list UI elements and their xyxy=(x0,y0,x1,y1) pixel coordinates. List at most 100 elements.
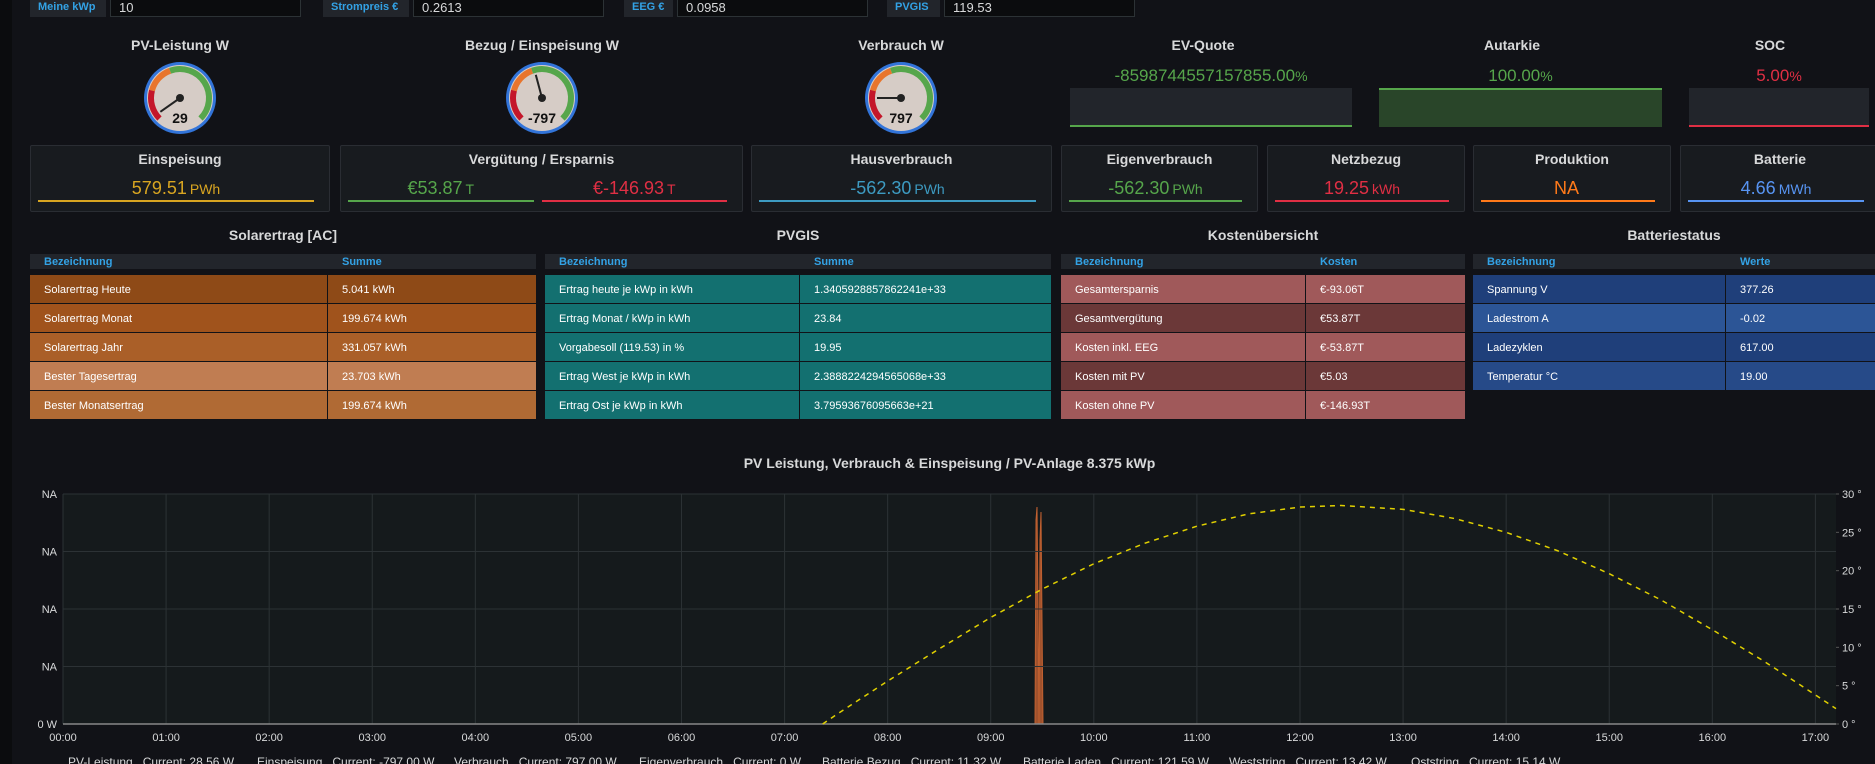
pv-spike xyxy=(1034,506,1044,725)
legend-item: Oststring Current: 15.14 W xyxy=(1411,755,1561,764)
legend-item: Batterie Laden Current: 121.59 W xyxy=(1023,755,1210,764)
table-cell: €53.87T xyxy=(1306,304,1465,332)
variable-label: EEG € xyxy=(624,0,673,17)
value: 5.00 xyxy=(1756,66,1790,85)
gauge: 29 xyxy=(144,62,216,134)
gauge-value: -797 xyxy=(528,110,556,126)
x-tick-label: 17:00 xyxy=(1802,732,1830,744)
y2-tick-label: 5 ° xyxy=(1842,681,1856,693)
value: NA xyxy=(1553,178,1579,198)
variable-input: 119.53 xyxy=(944,0,1135,17)
table-cell: 23.703 kWh xyxy=(328,362,536,390)
gauge: 797 xyxy=(865,62,937,134)
table-cell: -0.02 xyxy=(1726,304,1875,332)
table-cell: Ladestrom A xyxy=(1473,304,1725,332)
legend-item: Batterie Bezug Current: 11.32 W xyxy=(822,755,1002,764)
table-cell: 331.057 kWh xyxy=(328,333,536,361)
column-header: Bezeichnung xyxy=(559,256,628,268)
stat-title: Einspeisung xyxy=(138,151,222,167)
table-cell: Bester Monatsertrag xyxy=(30,391,327,419)
y2-tick-label: 30 ° xyxy=(1842,489,1862,501)
legend-name: Einspeisung xyxy=(257,755,322,764)
legend-current: Current: 28.56 W xyxy=(143,755,235,764)
gauge-hub xyxy=(538,94,546,102)
legend-item: Verbrauch Current: 797.00 W xyxy=(454,755,617,764)
table-cell: Kosten ohne PV xyxy=(1061,391,1305,419)
stat-title: Vergütung / Ersparnis xyxy=(468,151,615,167)
gauge-value: 797 xyxy=(889,110,913,126)
bargauge-bar xyxy=(1070,88,1352,127)
table-cell: €-146.93T xyxy=(1306,391,1465,419)
column-header: Werte xyxy=(1740,256,1771,268)
x-tick-label: 09:00 xyxy=(977,732,1005,744)
unit: % xyxy=(1789,68,1802,84)
y-tick-label: NA xyxy=(42,547,58,559)
x-tick-label: 05:00 xyxy=(565,732,593,744)
legend-item: Weststring Current: 13.42 W xyxy=(1229,755,1388,764)
column-header: Bezeichnung xyxy=(1075,256,1144,268)
unit: PWh xyxy=(914,181,945,197)
stat-line xyxy=(541,200,727,202)
stat-value: NA xyxy=(1481,178,1655,200)
gauge-arc xyxy=(511,67,534,92)
legend-name: PV-Leistung xyxy=(68,755,133,764)
legend-name: Verbrauch xyxy=(454,755,509,764)
table-cell: 199.674 kWh xyxy=(328,391,536,419)
bargauge-bar xyxy=(1379,88,1662,127)
value: €-146.93 xyxy=(592,178,664,198)
table-cell: 377.26 xyxy=(1726,275,1875,303)
stat-title: Produktion xyxy=(1535,151,1609,167)
variable-label: Strompreis € xyxy=(323,0,409,17)
x-tick-label: 11:00 xyxy=(1184,732,1211,744)
stat-value: 19.25 kWh xyxy=(1275,178,1449,200)
stat-line xyxy=(1688,200,1864,202)
column-header: Bezeichnung xyxy=(1487,256,1556,268)
table-cell: Gesamtersparnis xyxy=(1061,275,1305,303)
value: 579.51 xyxy=(131,178,187,198)
unit: T xyxy=(465,181,475,197)
legend-current: Current: 0 W xyxy=(733,755,802,764)
table-cell: Ladezyklen xyxy=(1473,333,1725,361)
y2-tick-label: 15 ° xyxy=(1842,604,1862,616)
gauge-arc xyxy=(149,67,172,92)
table-cell: Ertrag heute je kWp in kWh xyxy=(545,275,799,303)
sun-elevation-line xyxy=(822,504,1837,725)
table-cell: 19.00 xyxy=(1726,362,1875,390)
stat-value: €53.87 T xyxy=(348,178,534,200)
legend-item: PV-Leistung Current: 28.56 W xyxy=(68,755,235,764)
stat-line xyxy=(1275,200,1449,202)
table-cell: 23.84 xyxy=(800,304,1051,332)
legend-name: Oststring xyxy=(1411,755,1459,764)
column-header: Kosten xyxy=(1320,256,1358,268)
stat-value: 4.66 MWh xyxy=(1688,178,1864,200)
value: 4.66 xyxy=(1740,178,1776,198)
column-header: Summe xyxy=(342,256,382,268)
stat-value: €-146.93 T xyxy=(542,178,728,200)
table-header xyxy=(1473,254,1875,269)
x-tick-label: 16:00 xyxy=(1699,732,1727,744)
table-cell: Gesamtvergütung xyxy=(1061,304,1305,332)
table-cell: Bester Tagesertrag xyxy=(30,362,327,390)
gauge-hub xyxy=(897,94,905,102)
value: -562.30 xyxy=(850,178,912,198)
sidebar-strip xyxy=(0,0,12,764)
variable-input: 0.2613 xyxy=(413,0,604,17)
gauge-title: Bezug / Einspeisung W xyxy=(464,37,619,53)
legend-name: Eigenverbrauch xyxy=(639,755,723,764)
x-tick-label: 13:00 xyxy=(1389,732,1417,744)
legend-current: Current: 797.00 W xyxy=(519,755,618,764)
gauge-arc xyxy=(531,66,574,121)
y-tick-label: NA xyxy=(42,489,58,501)
table-header xyxy=(545,254,1051,269)
bargauge-bar xyxy=(1689,88,1869,127)
value: €53.87 xyxy=(407,178,463,198)
table-cell: 2.3888224294565068e+33 xyxy=(800,362,1051,390)
legend-current: Current: 13.42 W xyxy=(1295,755,1387,764)
table-cell: Ertrag Ost je kWp in kWh xyxy=(545,391,799,419)
bargauge-value: -8598744557157855.00% xyxy=(1060,66,1362,88)
table-cell: 617.00 xyxy=(1726,333,1875,361)
legend-current: Current: 15.14 W xyxy=(1469,755,1561,764)
gauge-value: 29 xyxy=(172,110,188,126)
table-cell: €-93.06T xyxy=(1306,275,1465,303)
table-cell: 3.79593676095663e+21 xyxy=(800,391,1051,419)
